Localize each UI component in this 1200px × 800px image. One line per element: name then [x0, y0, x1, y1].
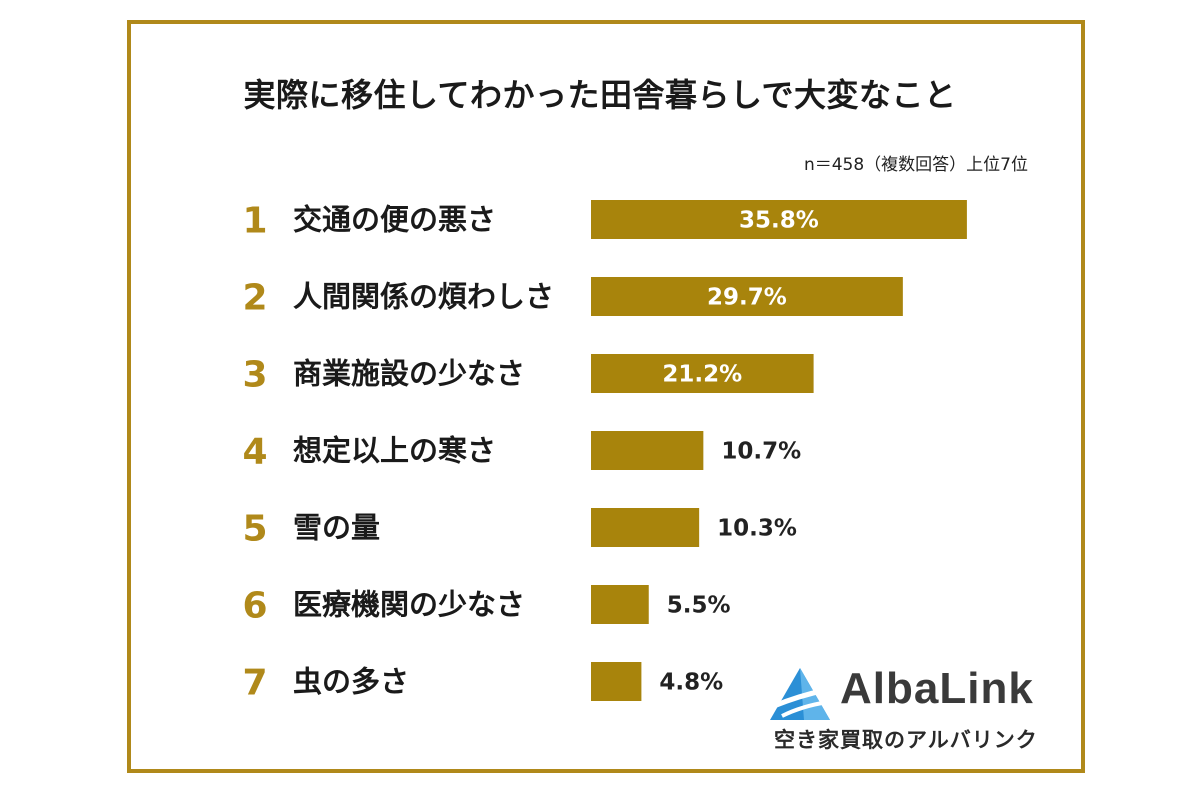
bar: [591, 277, 903, 316]
logo-tagline: 空き家買取のアルバリンク: [774, 728, 1038, 752]
bar: [591, 508, 700, 547]
value-label: 21.2%: [662, 362, 742, 388]
category-label: 人間関係の煩わしさ: [293, 280, 554, 314]
bar: [591, 200, 967, 239]
value-label: 5.5%: [667, 593, 731, 619]
rank-label: 7: [242, 663, 267, 704]
value-label: 29.7%: [707, 285, 787, 311]
rank-label: 3: [242, 355, 267, 396]
category-label: 虫の多さ: [293, 665, 409, 699]
rank-label: 5: [242, 509, 267, 550]
value-label: 4.8%: [659, 670, 723, 696]
value-label: 10.3%: [717, 516, 797, 542]
logo-name: AlbaLink: [840, 664, 1034, 713]
bar: [591, 354, 814, 393]
category-label: 交通の便の悪さ: [293, 203, 496, 237]
bar: [591, 585, 649, 624]
chart-frame: [127, 20, 1085, 773]
bar: [591, 431, 704, 470]
value-label: 10.7%: [721, 439, 801, 465]
category-label: 雪の量: [293, 511, 380, 545]
rank-label: 4: [242, 432, 267, 473]
category-label: 想定以上の寒さ: [293, 434, 496, 468]
sample-note: n＝458（複数回答）上位7位: [803, 155, 1028, 175]
rank-label: 2: [242, 278, 267, 319]
value-label: 35.8%: [739, 208, 819, 234]
rank-label: 6: [242, 586, 267, 627]
chart-title: 実際に移住してわかった田舎暮らしで大変なこと: [243, 76, 957, 114]
bar: [591, 662, 642, 701]
rank-label: 1: [242, 201, 267, 242]
triangle-logo-icon: [770, 668, 830, 720]
brand-logo: AlbaLink 空き家買取のアルバリンク: [768, 660, 1068, 760]
category-label: 医療機関の少なさ: [293, 588, 525, 622]
category-label: 商業施設の少なさ: [293, 357, 525, 391]
